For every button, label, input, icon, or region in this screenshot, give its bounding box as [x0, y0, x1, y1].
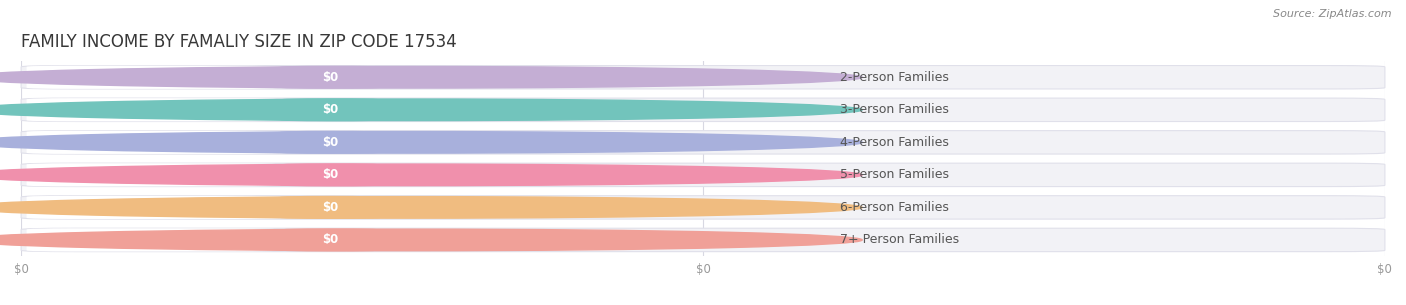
Circle shape [0, 229, 862, 251]
Text: FAMILY INCOME BY FAMALIY SIZE IN ZIP CODE 17534: FAMILY INCOME BY FAMALIY SIZE IN ZIP COD… [21, 33, 457, 51]
FancyBboxPatch shape [280, 66, 380, 89]
Circle shape [0, 164, 862, 186]
Text: 4-Person Families: 4-Person Families [839, 136, 949, 149]
Text: 5-Person Families: 5-Person Families [839, 168, 949, 181]
Circle shape [0, 197, 862, 218]
FancyBboxPatch shape [21, 131, 1385, 154]
FancyBboxPatch shape [27, 66, 278, 89]
FancyBboxPatch shape [280, 98, 380, 121]
FancyBboxPatch shape [21, 98, 1385, 121]
Text: $0: $0 [322, 168, 337, 181]
Text: 6-Person Families: 6-Person Families [839, 201, 949, 214]
Text: 2-Person Families: 2-Person Families [839, 71, 949, 84]
Circle shape [0, 66, 862, 88]
FancyBboxPatch shape [280, 196, 380, 219]
FancyBboxPatch shape [21, 228, 1385, 252]
FancyBboxPatch shape [27, 98, 278, 121]
Text: $0: $0 [322, 136, 337, 149]
FancyBboxPatch shape [27, 196, 278, 219]
FancyBboxPatch shape [27, 131, 278, 154]
Text: $0: $0 [322, 103, 337, 116]
Circle shape [0, 131, 862, 153]
FancyBboxPatch shape [21, 66, 1385, 89]
FancyBboxPatch shape [21, 196, 1385, 219]
Text: $0: $0 [322, 201, 337, 214]
FancyBboxPatch shape [21, 163, 1385, 187]
Text: Source: ZipAtlas.com: Source: ZipAtlas.com [1274, 9, 1392, 19]
FancyBboxPatch shape [280, 163, 380, 186]
FancyBboxPatch shape [280, 131, 380, 154]
FancyBboxPatch shape [27, 228, 278, 252]
FancyBboxPatch shape [27, 163, 278, 186]
Text: $0: $0 [322, 71, 337, 84]
Text: $0: $0 [322, 233, 337, 246]
Text: 3-Person Families: 3-Person Families [839, 103, 949, 116]
Circle shape [0, 99, 862, 120]
Text: 7+ Person Families: 7+ Person Families [839, 233, 959, 246]
FancyBboxPatch shape [280, 228, 380, 252]
